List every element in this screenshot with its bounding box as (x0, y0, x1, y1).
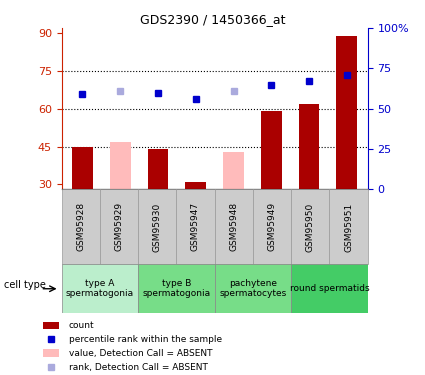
Text: GSM95947: GSM95947 (191, 202, 200, 251)
Text: GSM95930: GSM95930 (153, 202, 162, 252)
Text: GSM95929: GSM95929 (114, 202, 124, 251)
Text: round spermatids: round spermatids (289, 284, 369, 293)
Bar (291, 189, 329, 264)
Bar (253, 189, 291, 264)
Bar (223, 152, 244, 189)
Text: GSM95950: GSM95950 (306, 202, 315, 252)
Bar (261, 111, 282, 189)
Text: GSM95949: GSM95949 (267, 202, 277, 251)
Bar (138, 189, 176, 264)
Bar (62, 189, 100, 264)
Bar (329, 189, 368, 264)
Text: cell type: cell type (4, 280, 46, 290)
Bar (62, 264, 138, 313)
Bar (100, 189, 138, 264)
Text: GSM95948: GSM95948 (229, 202, 238, 251)
Bar (176, 189, 215, 264)
Bar (299, 104, 320, 189)
Text: pachytene
spermatocytes: pachytene spermatocytes (219, 279, 286, 298)
Bar (215, 189, 253, 264)
Bar (42, 350, 59, 357)
Bar (337, 36, 357, 189)
Text: count: count (69, 321, 94, 330)
Bar (147, 149, 168, 189)
Text: GDS2390 / 1450366_at: GDS2390 / 1450366_at (140, 13, 285, 26)
Bar (185, 182, 206, 189)
Bar (138, 264, 215, 313)
Bar (291, 264, 368, 313)
Text: GSM95951: GSM95951 (344, 202, 353, 252)
Text: percentile rank within the sample: percentile rank within the sample (69, 335, 222, 344)
Bar (215, 264, 291, 313)
Text: type B
spermatogonia: type B spermatogonia (142, 279, 210, 298)
Bar (110, 141, 130, 189)
Text: rank, Detection Call = ABSENT: rank, Detection Call = ABSENT (69, 363, 208, 372)
Bar (72, 147, 93, 189)
Bar (42, 321, 59, 329)
Text: value, Detection Call = ABSENT: value, Detection Call = ABSENT (69, 349, 212, 358)
Text: type A
spermatogonia: type A spermatogonia (66, 279, 134, 298)
Text: GSM95928: GSM95928 (76, 202, 85, 251)
